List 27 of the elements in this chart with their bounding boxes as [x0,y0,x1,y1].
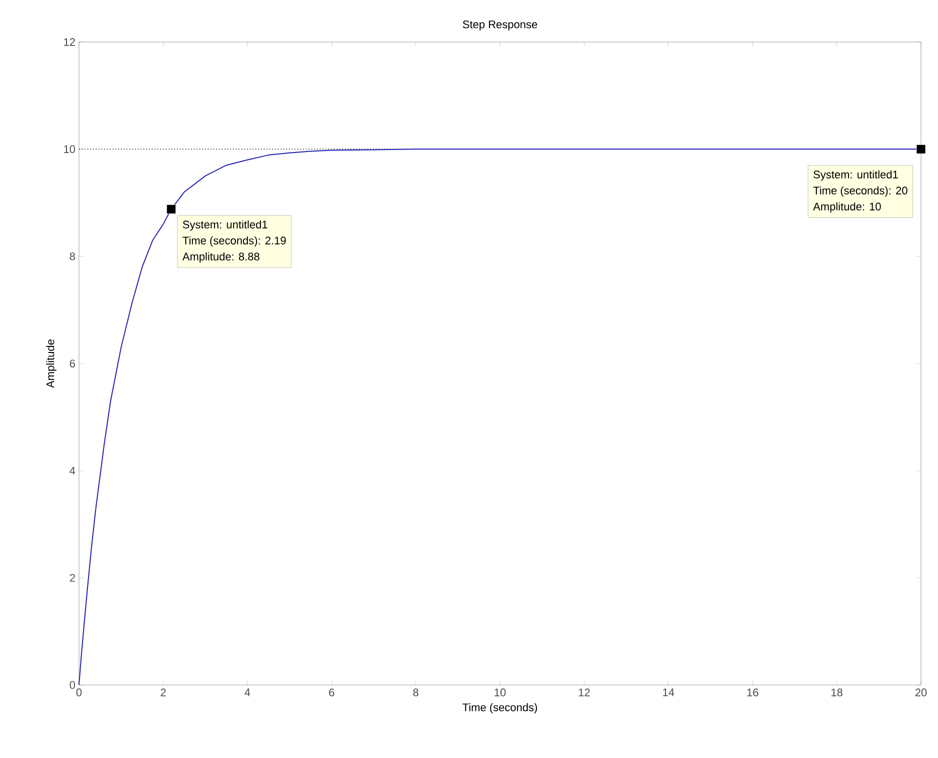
x-tick-label: 10 [494,688,506,696]
annotation: Time (seconds): 20 [813,186,908,197]
x-axis-title: Time (seconds) [462,703,537,714]
y-tick-label: 4 [70,466,76,474]
annotation: System: untitled1 [814,170,898,181]
x-tick-label: 16 [747,688,758,696]
y-tick-label: 6 [70,360,75,368]
x-tick-label: 18 [832,688,842,696]
annotation: Amplitude: 10 [813,202,881,213]
x-tick-label: 14 [663,688,674,696]
y-tick-label: 12 [64,38,75,46]
x-tick-label: 8 [413,688,418,696]
y-tick-label: 8 [70,252,75,260]
x-tick-label: 2 [160,688,166,696]
y-tick-label: 0 [70,681,76,689]
y-axis-title: Amplitude [46,340,56,388]
annotation: Amplitude: 8.88 [182,252,260,263]
annotation: Time (seconds): 2.19 [182,236,286,247]
x-tick-label: 20 [915,688,927,696]
x-tick-label: 0 [76,688,82,696]
chart-title: Step Response [462,20,538,30]
y-tick-label: 2 [70,574,75,582]
x-tick-label: 4 [244,688,250,696]
x-tick-label: 12 [578,688,590,696]
y-tick-label: 10 [64,145,76,154]
x-tick-label: 6 [329,688,334,696]
annotation: System: untitled1 [182,220,268,231]
